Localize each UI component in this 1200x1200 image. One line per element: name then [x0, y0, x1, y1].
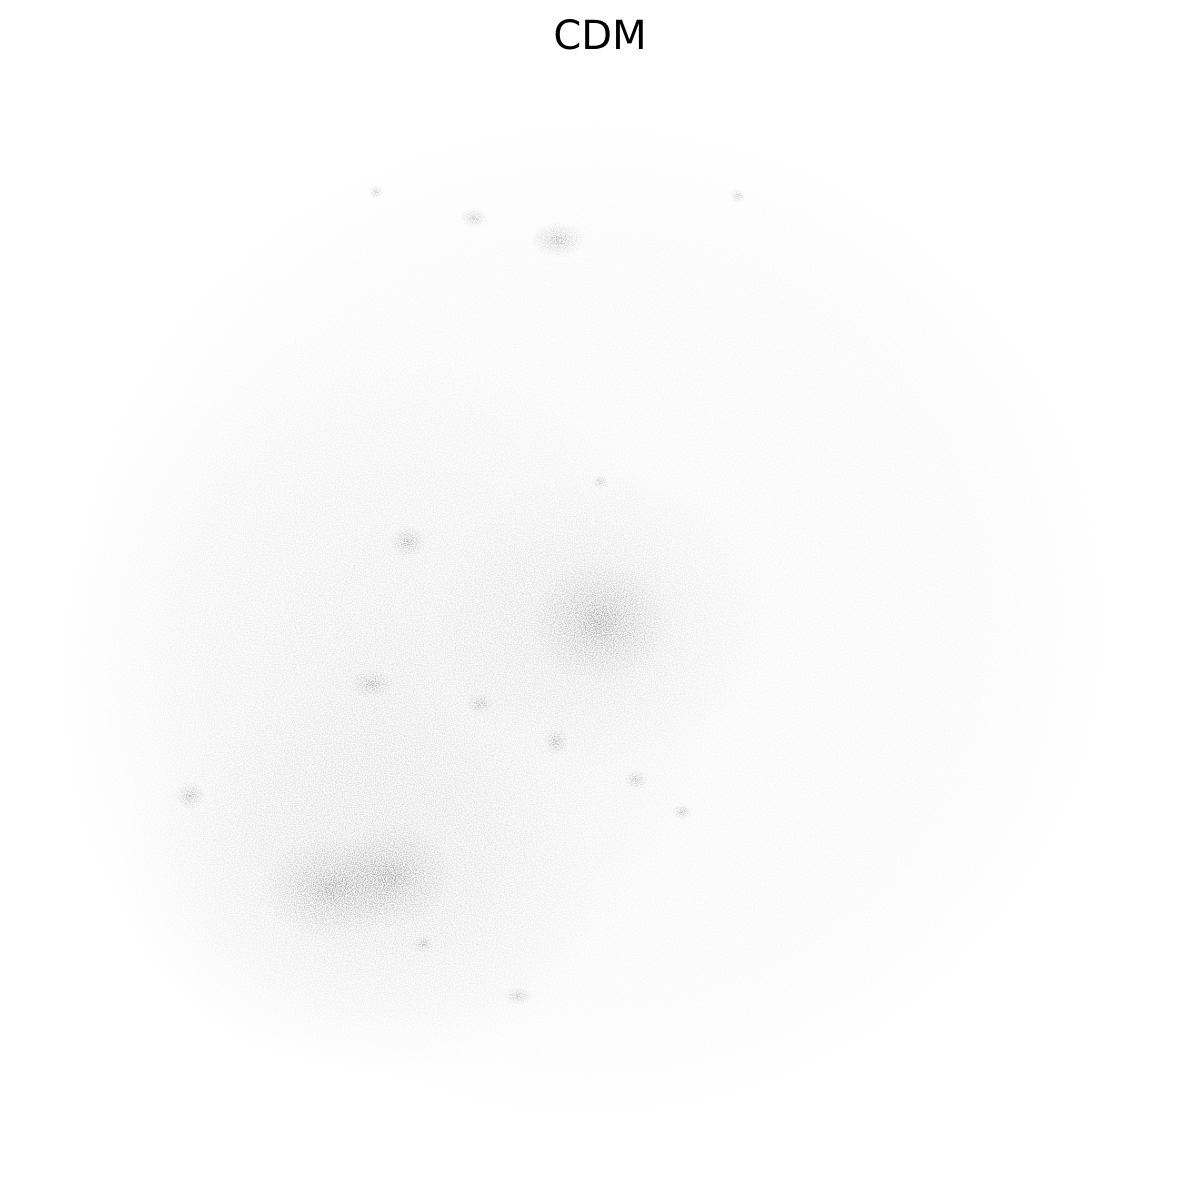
particle-field [50, 110, 1120, 1130]
figure-title: CDM [553, 13, 647, 59]
